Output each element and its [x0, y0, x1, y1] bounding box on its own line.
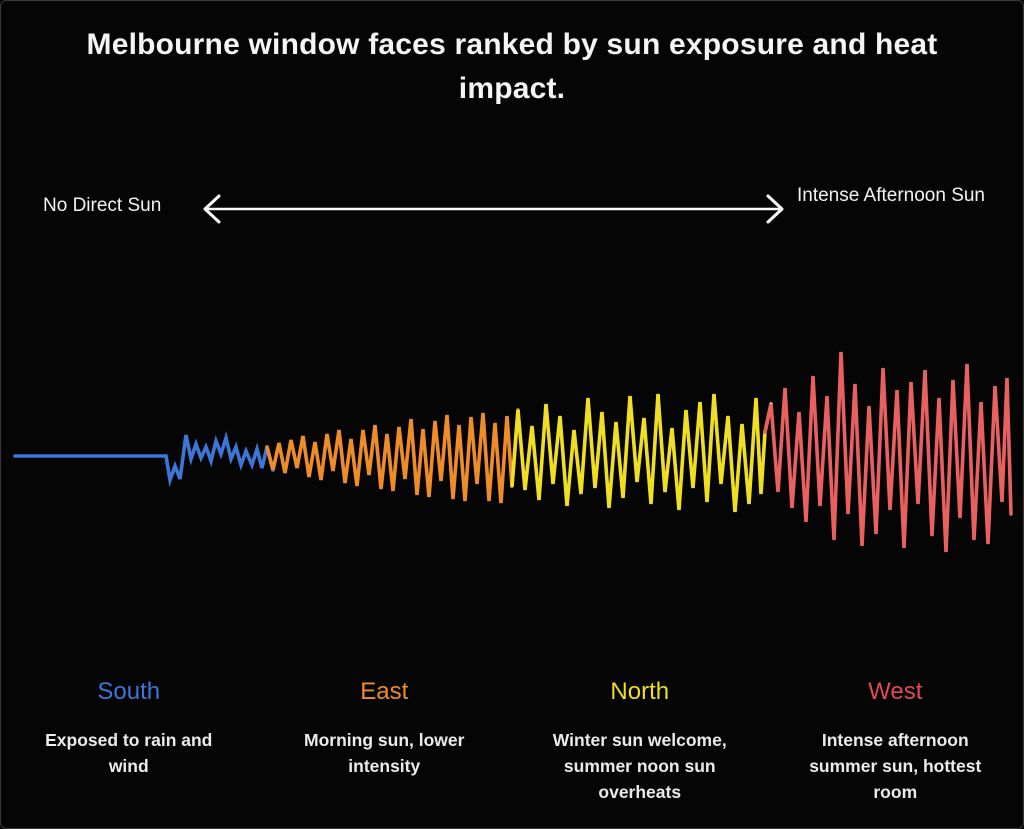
page-title-line-1: Melbourne window faces ranked by sun exp…: [86, 28, 938, 61]
legend-item-south: South Exposed to rain and wind: [1, 677, 257, 805]
direction-description-south: Exposed to rain and wind: [45, 730, 213, 776]
arrowhead-right-icon: [766, 194, 784, 224]
double-headed-arrow: [203, 194, 784, 224]
direction-description-north: Winter sun welcome, summer noon sun over…: [552, 730, 727, 802]
wave-segment-west: [763, 351, 1013, 553]
waveform: [13, 351, 1013, 553]
page-title: Melbourne window faces ranked by sun exp…: [1, 23, 1023, 111]
arrow-right-label: Intense Afternoon Sun: [796, 185, 986, 206]
direction-description-east: Morning sun, lower intensity: [304, 730, 465, 776]
wave-segment-north: [510, 393, 773, 513]
direction-name-east: East: [360, 678, 409, 705]
direction-name-north: North: [610, 678, 670, 705]
arrowhead-left-icon: [203, 194, 221, 224]
direction-name-west: West: [868, 678, 923, 705]
wave-segment-south: [13, 431, 275, 488]
direction-name-south: South: [97, 678, 161, 705]
legend-item-north: North Winter sun welcome, summer noon su…: [512, 677, 768, 805]
arrow-left-label: No Direct Sun: [43, 195, 162, 216]
page-title-line-2: impact.: [458, 72, 566, 105]
legend-item-east: East Morning sun, lower intensity: [257, 677, 513, 805]
legend-item-west: West Intense afternoon summer sun, hotte…: [768, 677, 1024, 805]
legend-row: South Exposed to rain and wind East Morn…: [1, 677, 1023, 805]
direction-description-west: Intense afternoon summer sun, hottest ro…: [809, 730, 982, 802]
wave-segment-east: [265, 408, 520, 504]
